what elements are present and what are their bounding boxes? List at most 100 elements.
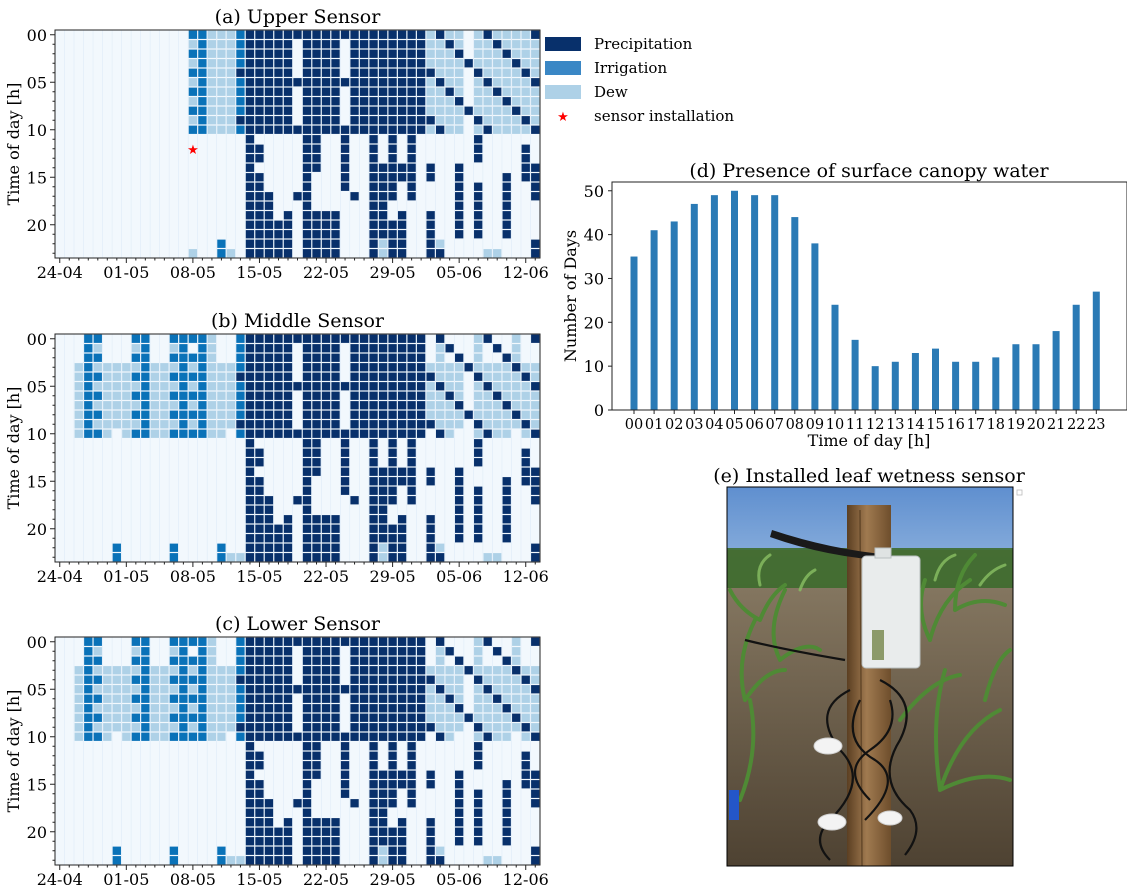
heatmap-cell [426, 78, 435, 87]
heatmap-cell [388, 401, 397, 410]
heatmap-cell [455, 656, 464, 665]
heatmap-cell [312, 220, 321, 229]
heatmap-cell [407, 420, 416, 429]
heatmap-cell [274, 647, 283, 656]
heatmap-cell [312, 401, 321, 410]
heatmap-cell [302, 723, 312, 732]
heatmap-cell [493, 856, 502, 865]
heatmap-cell [150, 391, 160, 400]
heatmap-cell [283, 637, 293, 646]
heatmap-cell [302, 173, 312, 182]
heatmap-cell [378, 770, 388, 779]
heatmap-cell [369, 713, 378, 722]
heatmap-cell [255, 249, 264, 258]
heatmap-cell [255, 410, 264, 419]
heatmap-cell [483, 106, 492, 115]
heatmap-cell [331, 656, 340, 665]
heatmap-cell [378, 685, 388, 694]
heatmap-cell [274, 856, 283, 865]
heatmap-cell [369, 789, 378, 798]
heatmap-xtick-label: 24-04 [37, 567, 83, 586]
heatmap-cell [255, 344, 264, 353]
heatmap-cell [350, 363, 359, 372]
heatmap-cell [369, 249, 378, 258]
heatmap-cell [198, 704, 207, 713]
heatmap-cell [407, 666, 416, 675]
heatmap-cell [531, 40, 540, 49]
heatmap-cell [359, 420, 369, 429]
heatmap-cell [426, 363, 435, 372]
heatmap-cell [274, 97, 283, 106]
heatmap-cell [493, 410, 502, 419]
heatmap-cell [369, 220, 378, 229]
heatmap-cell [388, 144, 397, 153]
heatmap-cell [312, 553, 321, 562]
heatmap-xtick-label: 12-06 [503, 567, 549, 586]
bar-08 [791, 217, 799, 410]
heatmap-cell [407, 761, 416, 770]
heatmap-cell [512, 382, 521, 391]
heatmap-cell [141, 723, 150, 732]
heatmap-cell [245, 344, 255, 353]
heatmap-cell [302, 656, 312, 665]
heatmap-cell [93, 410, 102, 419]
heatmap-cell [502, 220, 511, 229]
heatmap-cell [331, 856, 340, 865]
heatmap-cell [302, 666, 312, 675]
heatmap-xtick-label: 08-05 [170, 263, 216, 282]
heatmap-xtick-label: 01-05 [103, 567, 149, 586]
heatmap-cell [103, 410, 112, 419]
heatmap-cell [445, 372, 454, 381]
heatmap-cell [502, 656, 511, 665]
heatmap-cell [283, 534, 293, 543]
heatmap-cell [217, 382, 226, 391]
heatmap-cell [455, 467, 464, 476]
heatmap-cell [245, 827, 255, 836]
heatmap-cell [141, 344, 150, 353]
heatmap-cell [321, 211, 331, 220]
heatmap-cell [255, 666, 264, 675]
heatmap-cell [293, 732, 302, 741]
heatmap-cell [369, 477, 378, 486]
heatmap-cell [302, 192, 312, 201]
heatmap-cell [455, 789, 464, 798]
heatmap-cell [255, 675, 264, 684]
bar-chart-xtick-label: 05 [725, 417, 743, 433]
heatmap-cell [521, 448, 530, 457]
heatmap-cell [435, 723, 445, 732]
heatmap-cell [207, 59, 217, 68]
heatmap-cell [416, 116, 426, 125]
heatmap-cell [397, 780, 407, 789]
heatmap-cell [141, 685, 150, 694]
heatmap-cell [397, 334, 407, 343]
heatmap-cell [369, 49, 378, 58]
heatmap-cell [198, 685, 207, 694]
heatmap-cell [283, 49, 293, 58]
heatmap-cell [245, 78, 255, 87]
heatmap-cell [359, 391, 369, 400]
heatmap-cell [122, 723, 131, 732]
heatmap-cell [531, 637, 540, 646]
heatmap-cell [255, 173, 264, 182]
heatmap-cell [531, 192, 540, 201]
heatmap-cell [359, 401, 369, 410]
heatmap-cell [388, 846, 397, 855]
heatmap-cell [245, 637, 255, 646]
bar-11 [851, 339, 859, 410]
heatmap-cell [474, 505, 483, 514]
heatmap-cell [112, 410, 121, 419]
heatmap-cell [369, 230, 378, 239]
heatmap-cell [531, 410, 540, 419]
heatmap-cell [435, 694, 445, 703]
heatmap-cell [359, 723, 369, 732]
heatmap-cell [255, 458, 264, 467]
heatmap-cell [378, 40, 388, 49]
heatmap-cell [426, 97, 435, 106]
heatmap-cell [84, 353, 93, 362]
heatmap-cell [302, 106, 312, 115]
heatmap-cell [369, 410, 378, 419]
heatmap-cell [502, 666, 511, 675]
heatmap-cell [255, 496, 264, 505]
heatmap-cell [217, 704, 226, 713]
heatmap-cell [435, 68, 445, 77]
